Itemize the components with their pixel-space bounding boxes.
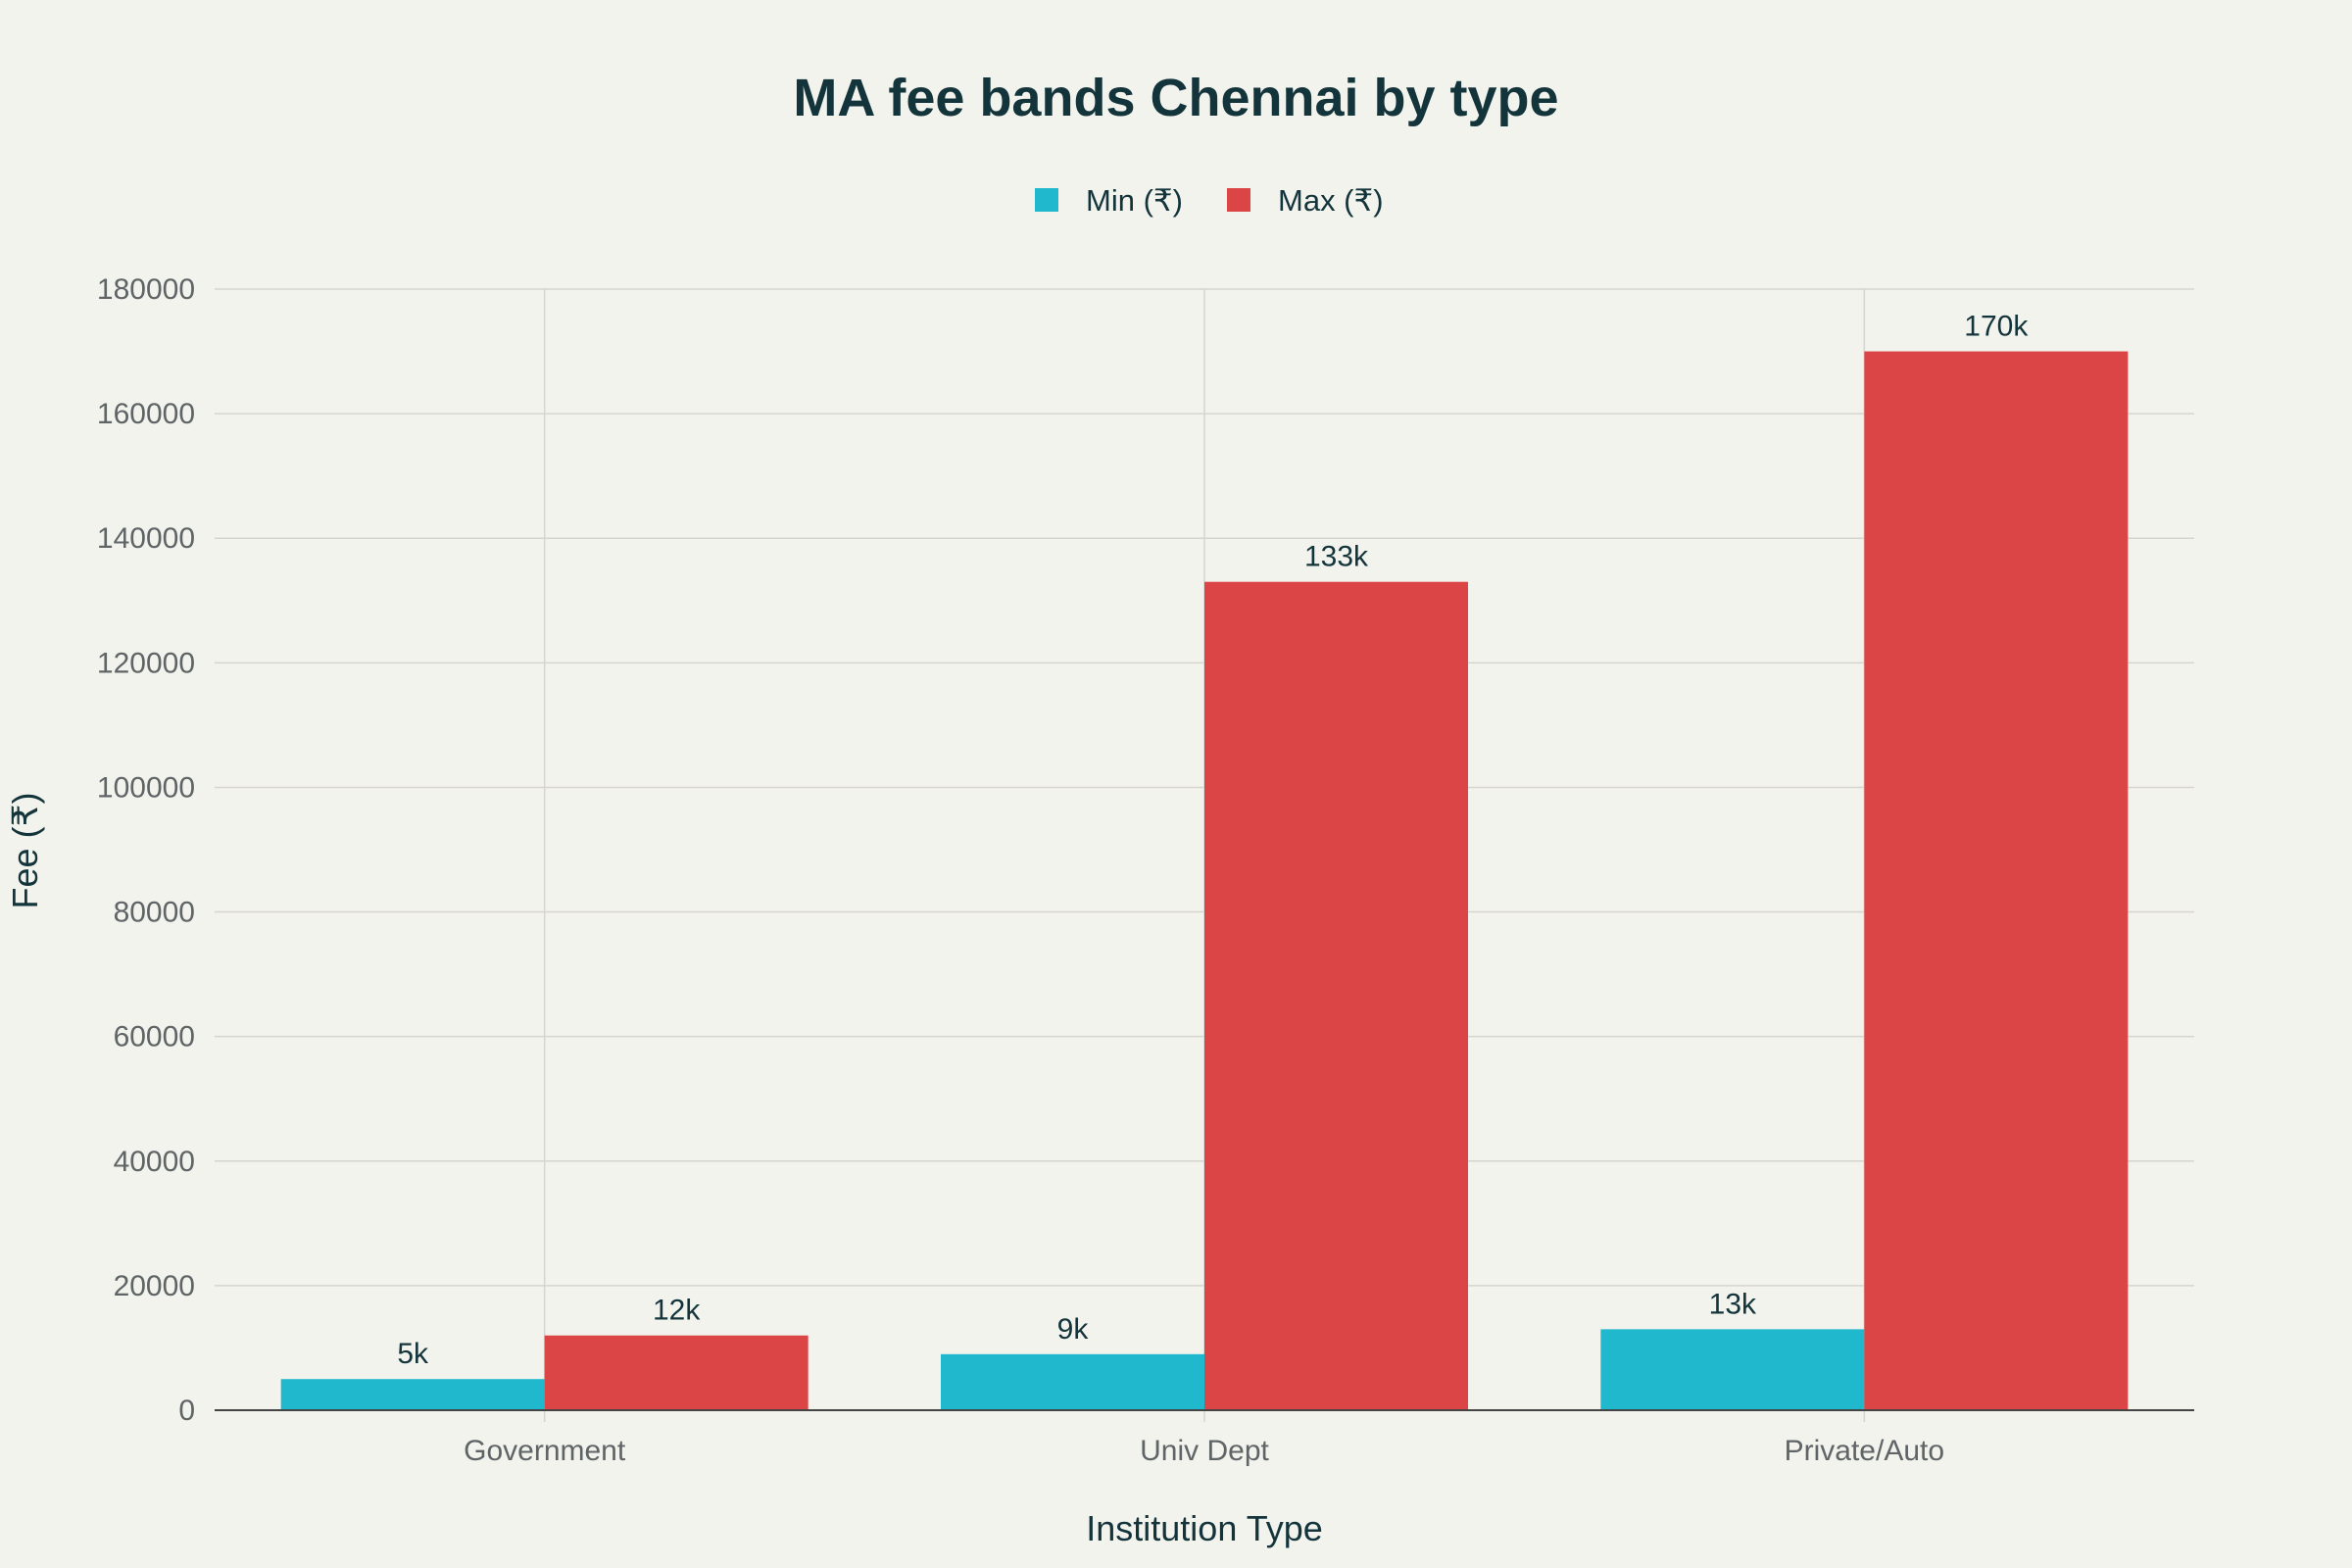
bar-max-2 — [1864, 351, 2129, 1410]
data-label: 170k — [1964, 311, 2029, 343]
data-label: 12k — [653, 1295, 701, 1327]
y-tick-label: 40000 — [114, 1146, 195, 1178]
legend-swatch — [1227, 188, 1250, 212]
y-axis-title: Fee (₹) — [5, 793, 45, 909]
y-tick-label: 100000 — [97, 771, 195, 804]
bar-max-0 — [544, 1335, 808, 1410]
legend-item-0[interactable]: Min (₹) — [1035, 183, 1183, 218]
legend-label: Min (₹) — [1086, 183, 1183, 218]
y-tick-label: 180000 — [97, 273, 195, 306]
legend: Min (₹) Max (₹) — [1035, 183, 1384, 218]
bar-min-0 — [280, 1379, 545, 1410]
legend-item-1[interactable]: Max (₹) — [1227, 183, 1384, 218]
y-tick-label: 80000 — [114, 897, 195, 929]
data-label: 9k — [1057, 1313, 1090, 1346]
x-tick-label: Univ Dept — [1140, 1435, 1269, 1467]
legend-label: Max (₹) — [1278, 183, 1384, 218]
data-label: 5k — [397, 1338, 429, 1370]
y-tick-label: 20000 — [114, 1270, 195, 1302]
y-tick-label: 0 — [178, 1395, 195, 1427]
bars — [280, 351, 2129, 1410]
axes: 0 20000 40000 60000 80000 100000 120000 140000 1… — [97, 273, 2194, 1467]
bar-max-1 — [1204, 581, 1468, 1410]
data-labels: 5k 9k 13k 12k 133k 170k — [397, 311, 2029, 1371]
bar-min-1 — [941, 1353, 1204, 1410]
data-label: 13k — [1709, 1288, 1757, 1320]
chart-title: MA fee bands Chennai by type — [793, 69, 1558, 127]
x-tick-label: Private/Auto — [1785, 1435, 1944, 1467]
y-tick-label: 160000 — [97, 398, 195, 430]
y-tick-label: 60000 — [114, 1021, 195, 1054]
x-tick-label: Government — [464, 1435, 626, 1467]
legend-swatch — [1035, 188, 1058, 212]
x-axis-title: Institution Type — [1086, 1508, 1323, 1548]
y-tick-label: 120000 — [97, 647, 195, 679]
y-tick-label: 140000 — [97, 522, 195, 555]
bar-min-2 — [1600, 1329, 1865, 1410]
data-label: 133k — [1304, 541, 1369, 573]
